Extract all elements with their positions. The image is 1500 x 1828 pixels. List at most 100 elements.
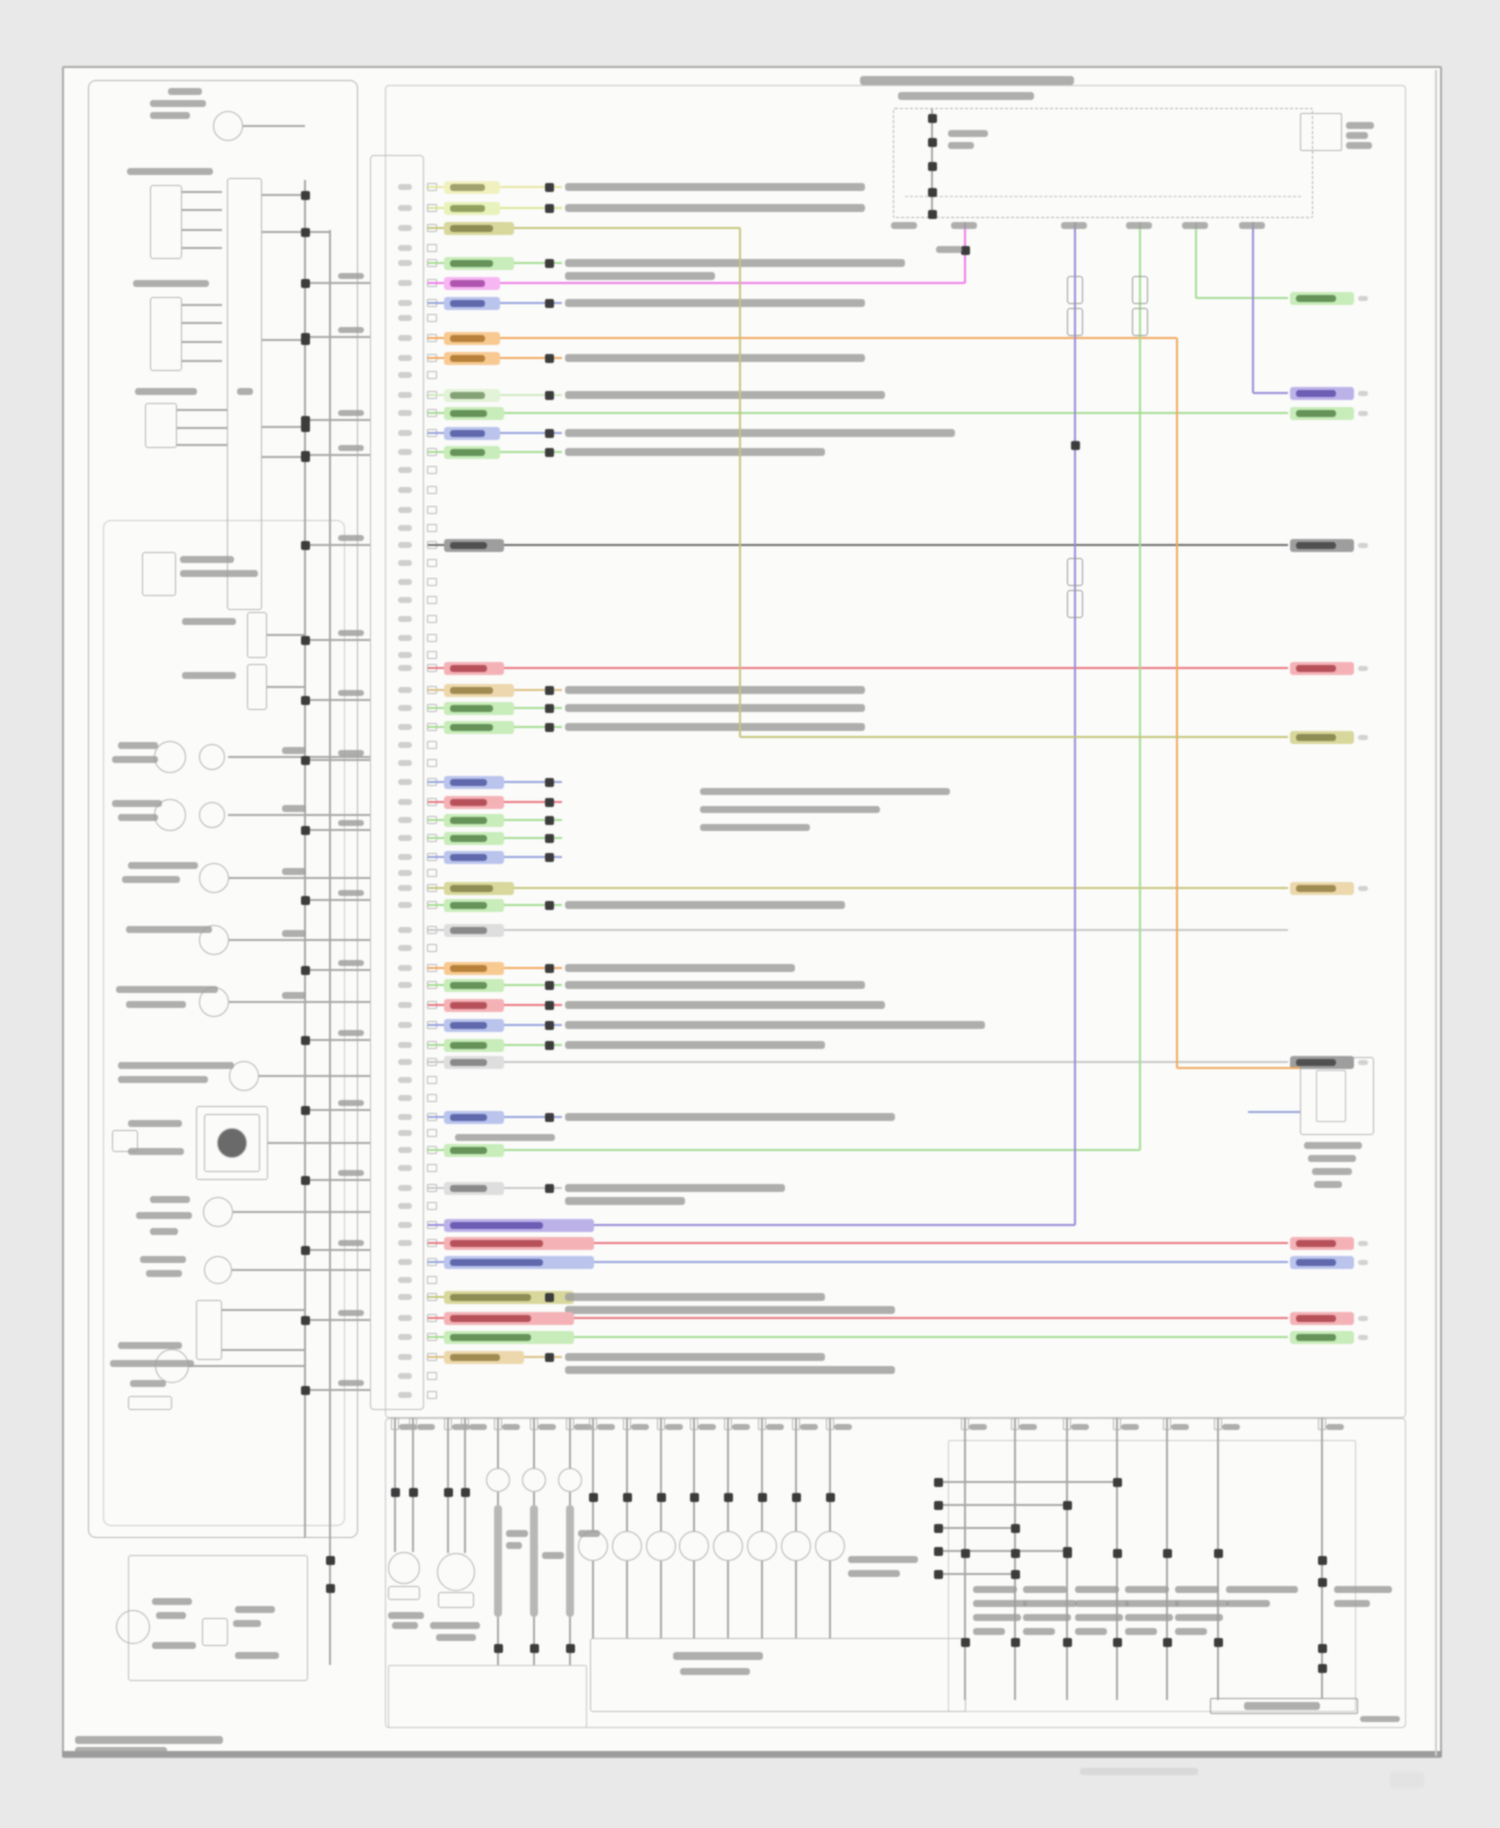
ground-wire	[1217, 1418, 1219, 1700]
pin-stub	[427, 244, 437, 252]
label-bar	[948, 142, 974, 149]
label-bar	[1308, 1155, 1356, 1162]
wire	[938, 1504, 1067, 1506]
inline-connector	[1132, 276, 1148, 304]
wire	[938, 1550, 1067, 1552]
label-bar	[118, 814, 158, 821]
junction-dot	[825, 1492, 835, 1502]
label-bar	[135, 388, 197, 395]
pin-number	[398, 760, 412, 766]
pin-number	[398, 982, 412, 988]
edge-pin-ref	[1358, 410, 1368, 416]
wire-row	[428, 886, 1288, 890]
junction-dot	[1062, 1546, 1072, 1556]
speaker-wire	[447, 1418, 449, 1553]
wire-color-text	[450, 448, 485, 456]
label-bar	[565, 1184, 785, 1192]
junction-dot	[544, 447, 554, 457]
label-bar	[168, 88, 202, 95]
label-bar	[233, 1620, 261, 1627]
label-bar	[574, 1424, 592, 1430]
junction-dot	[1010, 1637, 1020, 1647]
label-bar	[338, 1380, 364, 1386]
wire	[228, 814, 370, 816]
junction-dot	[300, 278, 310, 288]
junction-dot	[544, 980, 554, 990]
label-bar	[182, 672, 236, 679]
ground-bus-bar	[1210, 1698, 1358, 1714]
top-right-component	[1300, 113, 1342, 151]
wire-color-text	[450, 723, 494, 731]
wire	[592, 1561, 594, 1638]
pin-number	[398, 1002, 412, 1008]
inline-connector	[1067, 590, 1083, 618]
label-bar	[182, 618, 236, 625]
left-component	[150, 297, 182, 371]
left-component	[204, 1114, 260, 1172]
pin-stub	[427, 759, 437, 767]
label-bar	[338, 750, 364, 756]
speaker-wire	[829, 1418, 831, 1531]
resistor-bar	[566, 1505, 574, 1617]
label-bar	[700, 824, 810, 831]
pin-number	[398, 579, 412, 585]
pin-stub	[427, 371, 437, 379]
wire-color-text	[1296, 389, 1336, 397]
speaker-wire	[660, 1418, 662, 1531]
pin-number	[398, 742, 412, 748]
junction-dot	[933, 1500, 943, 1510]
label-bar	[1334, 1586, 1392, 1593]
wire-color-text	[450, 686, 494, 694]
junction-dot	[493, 1643, 503, 1653]
edge-pin-ref	[1358, 1315, 1368, 1321]
edge-pin-ref	[1358, 885, 1368, 891]
wire-row	[428, 1260, 1288, 1264]
pin-stub	[427, 524, 437, 532]
junction-dot	[544, 963, 554, 973]
wire-row	[428, 543, 1288, 547]
wire-color-text	[1296, 294, 1336, 302]
inline-connector	[1067, 558, 1083, 586]
pin-stub	[427, 578, 437, 586]
label-bar	[150, 1196, 190, 1203]
ground-wire	[964, 1418, 966, 1700]
wire	[569, 1617, 571, 1665]
label-bar	[180, 570, 258, 577]
junction-dot	[1317, 1643, 1327, 1653]
label-bar	[1126, 222, 1152, 229]
wire	[268, 1142, 370, 1144]
ground-wire	[1014, 1418, 1016, 1700]
inline-connector	[1067, 276, 1083, 304]
wire	[262, 231, 330, 233]
junction-dot	[791, 1492, 801, 1502]
label-bar	[936, 246, 962, 253]
junction-dot	[300, 190, 310, 200]
speaker-circle	[612, 1531, 642, 1561]
wire-color-text	[450, 798, 488, 806]
wire	[228, 756, 370, 758]
junction-dot	[1162, 1637, 1172, 1647]
wire	[829, 1561, 831, 1638]
junction-dot	[1062, 1500, 1072, 1510]
wire-row	[428, 226, 740, 230]
wire	[795, 1561, 797, 1638]
wire	[497, 1418, 499, 1468]
wire-color-text	[450, 884, 494, 892]
pin-number	[398, 392, 412, 398]
junction-dot	[300, 227, 310, 237]
junction-dot	[544, 1292, 554, 1302]
label-bar	[282, 868, 306, 875]
label-bar	[1075, 1600, 1129, 1607]
label-bar	[282, 930, 306, 937]
wire	[533, 1492, 535, 1505]
junction-dot	[622, 1492, 632, 1502]
label-bar	[565, 448, 825, 456]
label-bar	[973, 1614, 1021, 1621]
pin-number	[398, 449, 412, 455]
label-bar	[152, 1598, 192, 1605]
pin-number	[398, 724, 412, 730]
wire-row	[428, 411, 1288, 415]
wire-color-text	[450, 704, 494, 712]
label-bar	[565, 1021, 985, 1029]
wire-color-text	[1296, 1239, 1336, 1247]
